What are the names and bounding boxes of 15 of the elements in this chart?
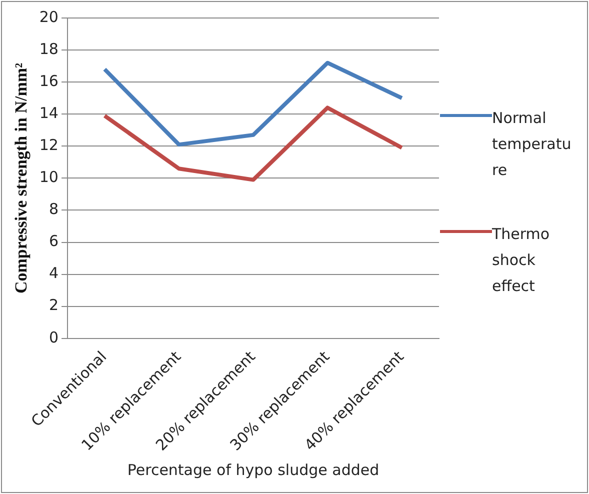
y-tick-label: 10 bbox=[39, 168, 58, 186]
y-tick-label: 12 bbox=[39, 136, 58, 154]
y-axis-title: Compressive strength in N/mm² bbox=[12, 62, 31, 294]
y-tick-label: 16 bbox=[39, 72, 58, 90]
legend-label: Thermo shock effect bbox=[492, 224, 551, 297]
legend-label: Normal temperature bbox=[492, 108, 572, 181]
y-tick-label: 20 bbox=[39, 8, 58, 26]
y-tick-label: 0 bbox=[48, 328, 58, 346]
y-tick-label: 6 bbox=[48, 232, 58, 250]
y-tick-label: 2 bbox=[48, 296, 58, 314]
y-tick-label: 14 bbox=[39, 104, 58, 122]
y-tick-label: 8 bbox=[48, 200, 58, 218]
x-axis-title: Percentage of hypo sludge added bbox=[127, 460, 380, 479]
y-tick-label: 18 bbox=[39, 40, 58, 58]
y-tick-label: 4 bbox=[48, 264, 58, 282]
